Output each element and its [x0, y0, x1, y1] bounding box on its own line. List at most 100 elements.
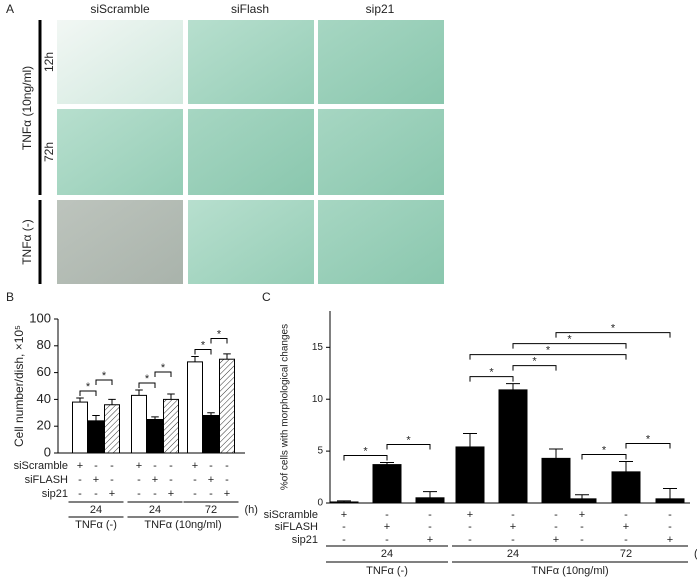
treatment-sign: + — [667, 534, 673, 546]
row-label: 12h — [42, 52, 56, 72]
bar — [372, 464, 402, 504]
significance-bracket — [194, 349, 212, 355]
bar — [163, 398, 179, 454]
column-header: sip21 — [366, 2, 395, 16]
panel-label: A — [6, 2, 14, 16]
time-label: 24 — [149, 504, 161, 516]
time-unit: (h) — [694, 548, 697, 560]
treatment-sign: - — [428, 509, 432, 521]
bar — [498, 389, 528, 504]
bar — [329, 501, 359, 504]
error-bar — [76, 397, 84, 403]
bar — [567, 498, 597, 504]
micrograph — [57, 200, 183, 284]
error-bar — [463, 432, 477, 447]
micrograph — [188, 200, 314, 284]
error-bar — [575, 494, 589, 499]
treatment-sign: - — [624, 509, 628, 521]
treatment-sign: - — [385, 534, 389, 546]
treatment-sign: + — [427, 534, 433, 546]
significance-label: * — [145, 373, 150, 385]
bar — [72, 401, 88, 454]
time-label: 24 — [507, 548, 519, 560]
treatment-sign: - — [110, 460, 114, 472]
treatment-sign: - — [554, 521, 558, 533]
error-bar — [135, 389, 143, 396]
treatment-sign: - — [225, 460, 229, 472]
micrograph — [318, 109, 444, 195]
significance-bracket — [210, 338, 228, 344]
error-bar — [380, 462, 394, 465]
treatment-sign: - — [94, 488, 98, 500]
significance-bracket — [555, 332, 671, 338]
treatment-sign: - — [342, 521, 346, 533]
y-tick-label: 40 — [37, 391, 51, 406]
significance-label: * — [406, 434, 411, 446]
treatment-sign: - — [342, 534, 346, 546]
treatment-sign: + — [208, 474, 214, 486]
significance-bracket — [625, 442, 671, 449]
significance-bracket — [138, 382, 156, 389]
treatment-sign: - — [169, 474, 173, 486]
treatment-sign: + — [168, 488, 174, 500]
error-bar — [663, 487, 677, 499]
column-header: siScramble — [90, 2, 150, 16]
treatment-sign: - — [169, 460, 173, 472]
bar — [541, 457, 571, 504]
treatment-sign: + — [553, 534, 559, 546]
significance-bracket — [512, 343, 627, 349]
error-bar — [337, 500, 351, 502]
row-label: TNFα (-) — [20, 219, 34, 265]
treatment-sign: - — [668, 521, 672, 533]
significance-bracket — [469, 376, 514, 382]
error-bar — [191, 356, 199, 362]
treatment-sign: - — [193, 488, 197, 500]
y-tick-label: 60 — [37, 364, 51, 379]
significance-bracket — [581, 453, 627, 460]
error-bar — [92, 414, 100, 421]
treatment-sign: - — [94, 460, 98, 472]
treatment-sign: - — [137, 474, 141, 486]
treatment-sign: + — [224, 488, 230, 500]
micrograph — [318, 200, 444, 284]
row-label: 72h — [42, 142, 56, 162]
treatment-sign: + — [467, 509, 473, 521]
significance-label: * — [546, 345, 551, 357]
treatment-sign: + — [341, 509, 347, 521]
y-tick-label: 20 — [37, 418, 51, 433]
error-bar — [506, 383, 520, 390]
significance-bracket — [469, 354, 627, 360]
bar — [187, 361, 203, 454]
y-tick-label: 0 — [44, 444, 51, 459]
error-bar — [549, 448, 563, 459]
error-bar — [619, 460, 633, 472]
significance-label: * — [567, 334, 572, 346]
treatment-sign: - — [209, 488, 213, 500]
bar — [131, 394, 147, 454]
treatment-label: siScramble — [264, 509, 318, 521]
micrograph — [188, 109, 314, 195]
treatment-sign: - — [580, 521, 584, 533]
error-bar — [207, 412, 215, 416]
row-label: TNFα (10ng/ml) — [20, 66, 34, 150]
treatment-label: siScramble — [14, 460, 68, 472]
bar — [611, 471, 641, 504]
significance-label: * — [363, 445, 368, 457]
treatment-sign: + — [77, 460, 83, 472]
significance-label: * — [602, 444, 607, 456]
treatment-sign: + — [579, 509, 585, 521]
bar — [655, 498, 685, 504]
significance-label: * — [102, 370, 107, 382]
significance-label: * — [86, 381, 91, 393]
significance-bracket — [79, 390, 97, 397]
time-label: 24 — [90, 504, 102, 516]
time-label: 24 — [381, 548, 393, 560]
treatment-sign: - — [209, 460, 213, 472]
panel-label: B — [6, 290, 14, 304]
bar — [203, 414, 219, 454]
treatment-sign: + — [510, 521, 516, 533]
micrograph — [188, 20, 314, 104]
treatment-sign: - — [78, 474, 82, 486]
micrograph — [318, 20, 444, 104]
